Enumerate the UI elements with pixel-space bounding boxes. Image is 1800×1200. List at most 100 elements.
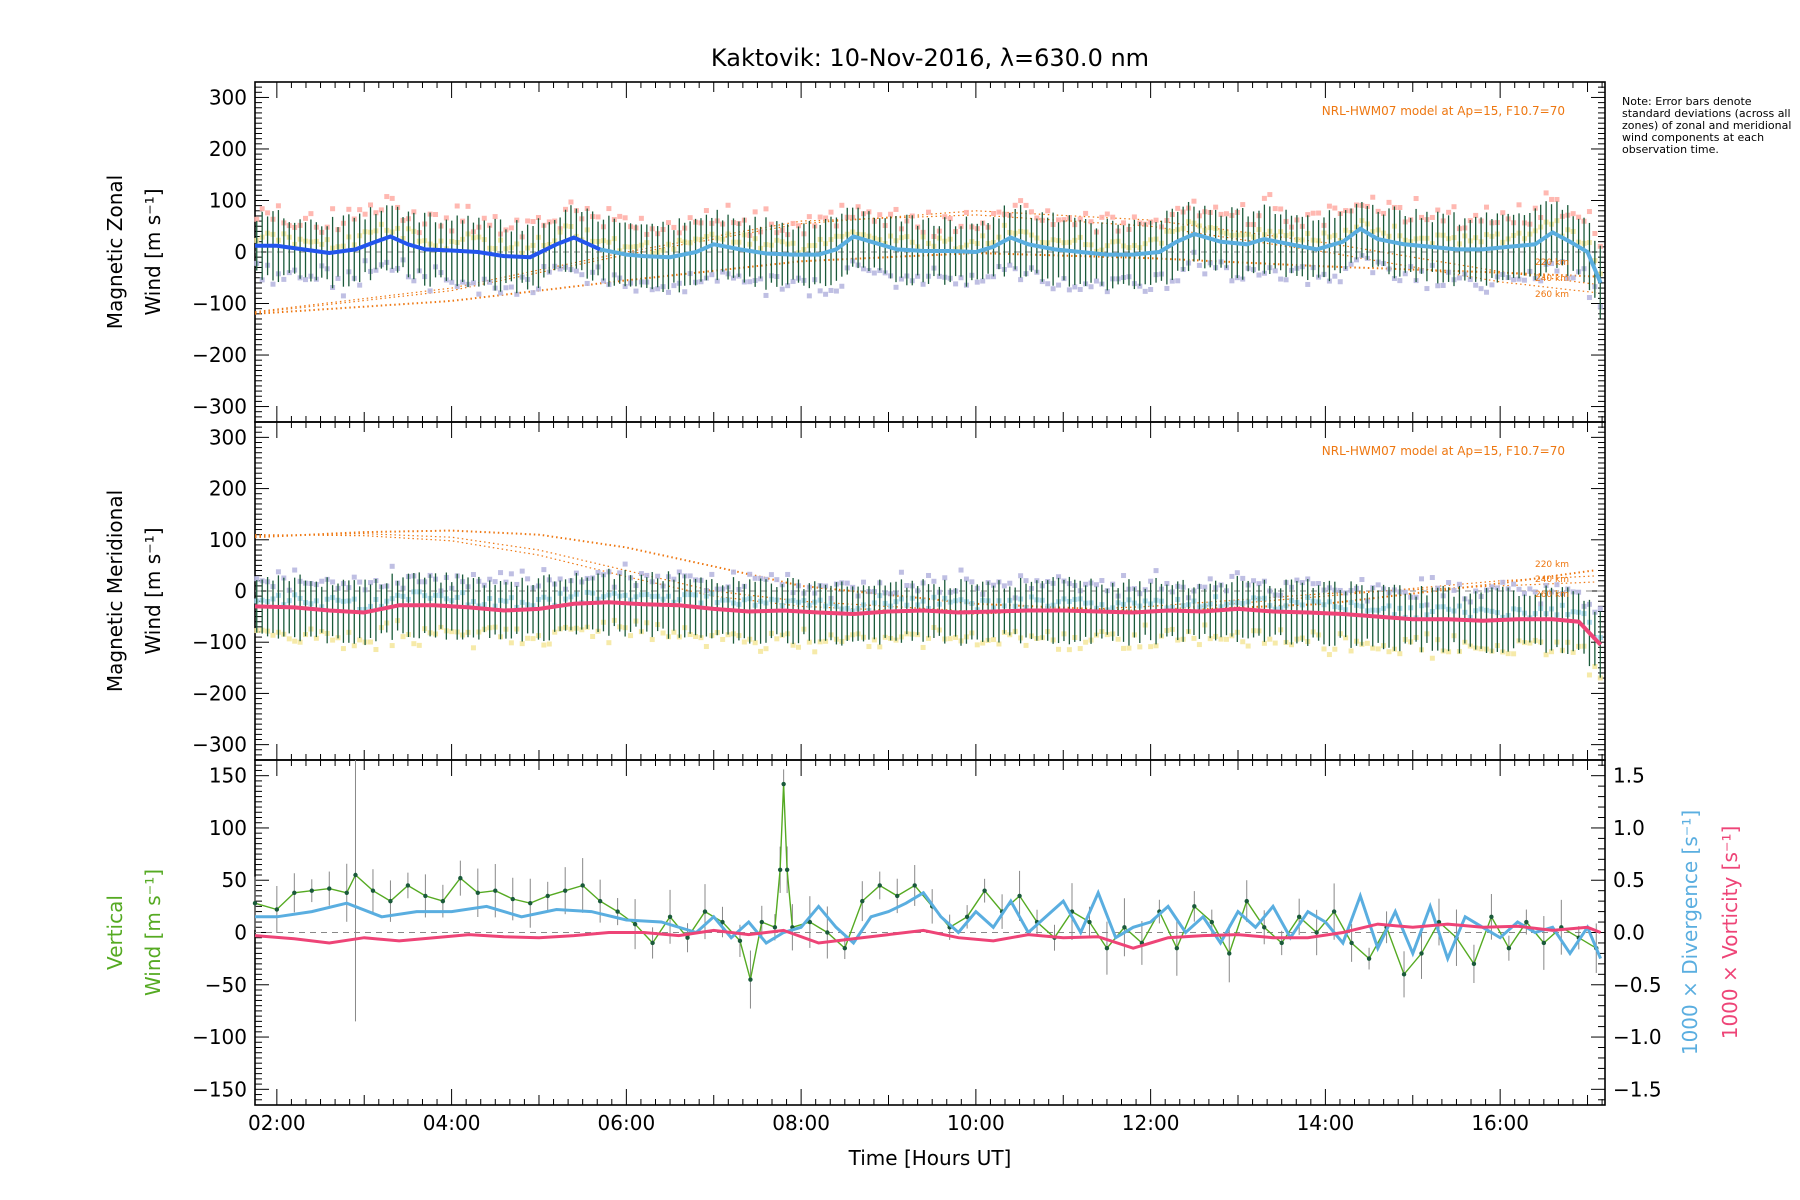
xtick-label: 08:00 [772,1111,830,1135]
meridional-zone-sample [844,580,850,586]
zonal-zone-sample [947,216,953,222]
meridional-zone-sample [1191,635,1197,641]
meridional-zone-sample [541,642,547,648]
zonal-zone-sample [411,209,417,215]
zonal-zone-sample [600,278,606,284]
meridional-zone-sample [595,569,601,575]
meridional-zone-sample [411,641,417,647]
zonal-zone-sample [443,215,449,221]
vertical-wind-point [1122,925,1127,930]
meridional-zone-sample [357,579,363,585]
zonal-zone-sample [806,293,812,299]
vertical-wind-point [597,898,603,904]
zonal-zone-sample [427,288,433,294]
meridional-zone-sample [996,641,1002,647]
meridional-zone-sample [763,646,769,652]
zonal-ylabel-line1: Magnetic Zonal [103,175,127,329]
meridional-zone-sample [1375,582,1381,588]
meridional-zone-sample [1370,645,1376,651]
meridional-zone-sample [1570,649,1576,655]
meridional-zone-sample [1543,652,1549,658]
vertical-wind-point [353,872,358,878]
zonal-zone-sample [936,273,942,279]
meridional-zone-sample [1288,642,1294,648]
zonal-zone-sample [265,210,271,216]
zonal-zone-sample [487,222,493,228]
zonal-zone-sample [1164,285,1170,291]
zonal-zone-sample [1397,278,1403,284]
vertical-wind-point [842,945,848,951]
xtick-label: 02:00 [248,1111,306,1135]
meridional-zone-sample [649,637,655,643]
vertical-wind-point [632,921,638,927]
vertical-wind-point [327,886,332,891]
vertical-wind-point [720,919,725,925]
meridional-zone-sample [671,576,677,582]
zonal-ytick-label: 100 [209,188,247,212]
zonal-zone-sample [833,288,839,294]
meridional-zone-sample [1451,587,1457,593]
meridional-zone-sample [991,637,997,643]
meridional-zone-sample [292,638,298,644]
meridional-zone-sample [1056,646,1062,652]
meridional-zone-sample [1429,575,1435,581]
vertical-wind-point [528,901,533,906]
vertical-wind-point [493,888,498,893]
zonal-zone-sample [1202,271,1208,277]
meridional-zone-sample [1359,577,1365,583]
zonal-zone-sample [828,287,834,293]
meridional-zone-sample [1505,651,1511,657]
zonal-zone-sample [1440,282,1446,288]
zonal-zone-sample [1240,202,1246,208]
vertical-wind-point [737,938,743,944]
vertical-wind-point [772,925,778,930]
zonal-zone-sample [1538,278,1544,284]
meridional-zone-sample [351,643,357,649]
zonal-zone-sample [1565,275,1571,281]
meridional-altitude-label: 240 km [1535,575,1569,585]
meridional-zone-sample [1093,582,1099,588]
zonal-zone-sample [1386,199,1392,205]
zonal-zone-sample [855,204,861,210]
meridional-zone-sample [481,582,487,588]
meridional-zone-sample [557,576,563,582]
vertical-wind-point [784,867,790,872]
vertical-ytick-label: −150 [192,1077,247,1101]
zonal-zone-sample [259,206,265,212]
meridional-zone-sample [373,647,379,653]
meridional-zone-sample [1543,582,1549,588]
zonal-zone-sample [1034,215,1040,221]
meridional-zone-sample [720,636,726,642]
vertical-wind-point [1419,951,1424,956]
meridional-zone-sample [552,629,558,635]
meridional-zone-sample [525,635,531,641]
meridional-average-line [254,600,1603,647]
meridional-zone-sample [655,573,661,579]
vertical-wind-point [825,930,830,935]
vertical-wind-point [667,914,673,920]
vertical-wind-point [1227,951,1232,956]
zonal-zone-sample [1104,289,1110,295]
vertical-wind-point [1471,961,1477,967]
meridional-zone-sample [785,571,791,577]
vertical-ylabel-line1: Vertical [103,895,127,970]
zonal-zone-sample [1045,281,1051,287]
zonal-zone-sample [1456,275,1462,281]
meridional-zone-sample [275,569,281,575]
meridional-zone-sample [1527,640,1533,646]
zonal-zone-sample [991,274,997,280]
zonal-zone-sample [698,279,704,285]
vertical-wind-point [1541,940,1547,946]
meridional-zone-sample [1402,589,1408,595]
zonal-zone-sample [357,282,363,288]
zonal-zone-sample [449,279,455,285]
meridional-zone-sample [1175,637,1181,643]
meridional-zone-sample [795,644,801,650]
meridional-zone-sample [1348,648,1354,654]
meridional-zone-sample [1115,636,1121,642]
meridional-zone-sample [1456,581,1462,587]
meridional-zone-sample [1121,645,1127,651]
meridional-zone-sample [644,572,650,578]
zonal-zone-sample [1278,276,1284,282]
zonal-zone-sample [584,205,590,211]
